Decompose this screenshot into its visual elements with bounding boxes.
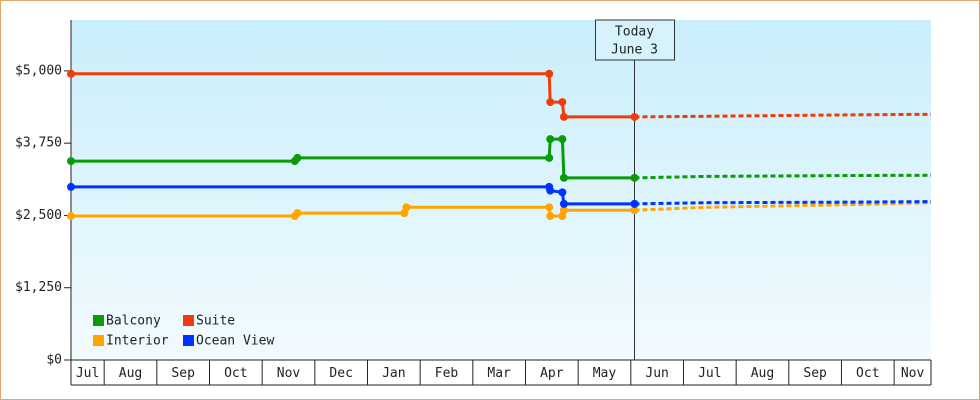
x-tick-label: Jul [76,366,99,381]
point [546,135,555,144]
series-projection [634,201,932,212]
point [558,135,567,144]
plot-area [71,20,931,360]
legend-label: Balcony [106,314,161,329]
x-tick-label: Feb [435,366,459,381]
x-tick-label: Aug [119,366,142,381]
point [67,157,75,166]
series-projection [634,173,932,180]
point [559,199,568,208]
x-tick-label: Dec [329,366,352,381]
legend-label: Suite [196,314,235,329]
legend-swatch [93,335,104,346]
y-tick-label: $5,000 [15,63,62,78]
x-tick-label: Jul [698,366,721,381]
x-tick-label: Mar [487,366,511,381]
series-projection [634,112,932,119]
point [67,182,75,191]
point [630,206,639,215]
point [545,153,554,162]
today-label: June 3 [611,43,658,58]
x-tick-label: Jan [382,366,405,381]
legend-swatch [183,335,194,346]
y-tick-label: $3,750 [15,136,62,151]
point [402,203,411,212]
y-tick-label: $0 [46,353,62,368]
series-line [71,72,635,119]
x-tick-label: Sep [171,366,195,381]
x-tick-label: Sep [803,366,827,381]
x-tick-label: Nov [277,366,301,381]
x-tick-label: Aug [751,366,774,381]
x-tick-label: Jun [645,366,668,381]
legend-label: Ocean View [196,334,274,349]
series-line [71,185,635,206]
y-tick-label: $2,500 [15,208,62,223]
point [545,203,554,212]
point [293,209,302,218]
legend-swatch [93,315,104,326]
legend-label: Interior [106,334,169,349]
point [546,98,555,107]
legend-swatch [183,315,194,326]
point [67,69,75,78]
point [558,98,567,107]
x-tick-label: Nov [901,366,925,381]
x-tick-label: Apr [540,366,564,381]
point [67,212,75,221]
point [546,186,555,195]
point [630,112,639,121]
point [630,199,639,208]
point [545,69,554,78]
point [630,173,639,182]
x-tick-label: Oct [856,366,879,381]
point [559,173,568,182]
series-projection [634,200,932,206]
today-label: Today [615,25,654,40]
y-tick-label: $1,250 [15,280,62,295]
point [559,112,568,121]
x-tick-label: May [593,366,617,381]
point [559,206,568,215]
x-tick-label: Oct [224,366,247,381]
point [558,188,567,197]
point [293,153,302,162]
point [546,212,555,221]
today-box [595,19,676,61]
